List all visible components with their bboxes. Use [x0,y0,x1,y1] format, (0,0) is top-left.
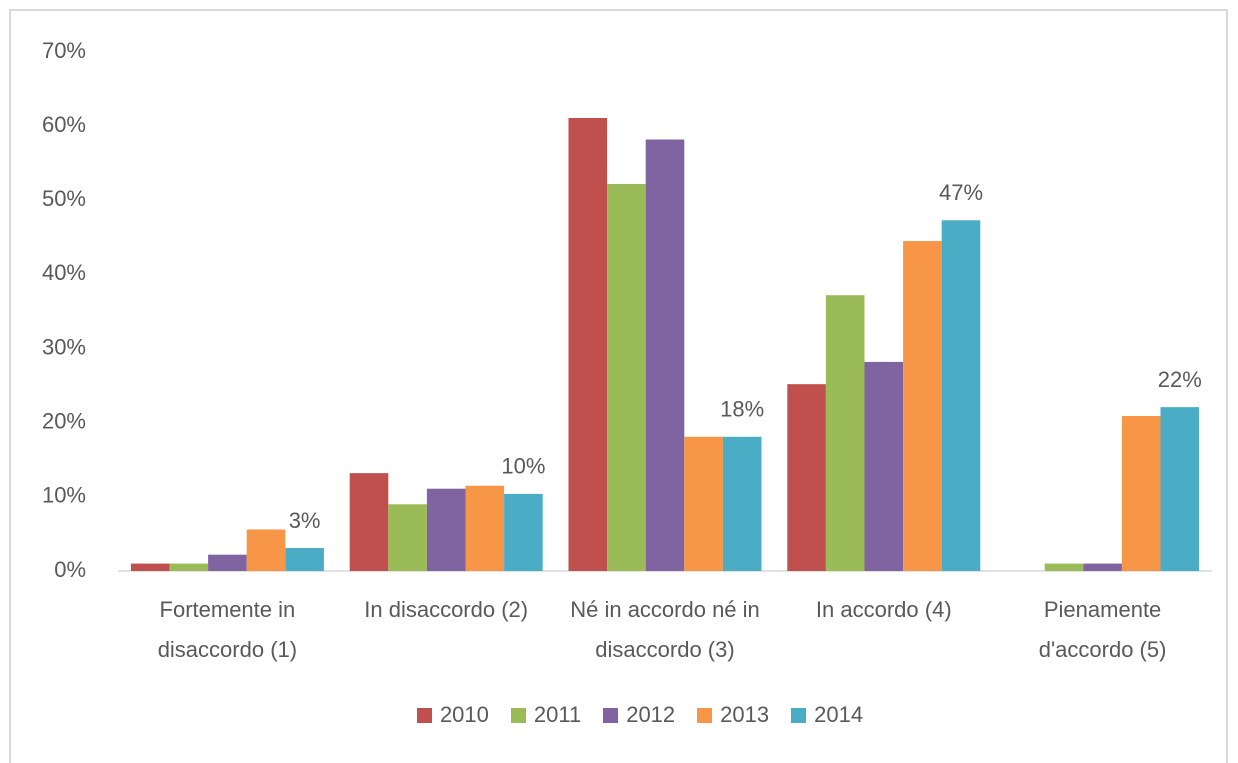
bar [722,436,762,571]
legend-swatch [416,707,432,723]
bar [169,563,209,571]
data-label: 3% [289,508,321,533]
data-label: 10% [501,454,545,479]
y-tick-label: 70% [42,38,86,63]
x-tick-label: In accordo (4) [815,597,952,622]
legend-label: 2012 [626,702,676,727]
y-tick-label: 30% [42,334,86,359]
legend-item: 2012 [603,702,675,728]
bar [465,485,505,571]
bar [349,473,389,571]
legend-swatch [603,707,619,723]
bar [1044,563,1084,571]
bar [504,493,543,571]
y-tick-label: 50% [42,186,86,211]
x-tick-label: In disaccordo (2) [364,597,529,622]
y-tick-label: 40% [42,260,86,285]
bar [825,295,865,571]
legend-label: 2010 [439,702,489,727]
bar [787,384,826,571]
bar [903,241,942,572]
data-label: 47% [939,180,983,205]
legend-item: 2011 [510,702,582,728]
bar [1121,416,1161,571]
bar [568,117,608,571]
bar [426,488,466,571]
legend-swatch [791,707,807,723]
legend-swatch [510,707,526,723]
chart-border [9,9,1228,763]
legend: 2010 2011 2012 2013 2014 [0,702,1238,728]
legend-item: 2014 [791,702,863,728]
bar [246,529,286,571]
bar [941,220,981,571]
bar [130,563,170,571]
data-label: 18% [720,397,764,422]
bar [864,361,904,571]
bar [388,504,427,571]
x-tick-label: Pienamente d'accordo (5) [1038,597,1167,662]
y-tick-label: 10% [42,483,86,508]
legend-swatch [697,707,713,723]
bar [1083,563,1122,571]
bar [684,436,723,571]
bar [208,554,247,571]
data-label: 22% [1158,367,1202,392]
y-tick-label: 20% [42,409,86,434]
x-tick-label: Fortemente in disaccordo (1) [157,597,298,662]
legend-label: 2011 [533,702,582,727]
y-tick-label: 0% [54,557,86,582]
bar [285,548,324,571]
legend-item: 2010 [416,702,489,728]
legend-label: 2013 [720,702,770,727]
bar [645,139,685,571]
x-tick-label: Né in accordo né in disaccordo (3) [570,597,760,662]
y-tick-label: 60% [42,112,86,137]
bar [1160,407,1200,571]
legend-item: 2013 [697,702,769,728]
legend-label: 2014 [814,702,864,727]
bar [607,183,646,571]
